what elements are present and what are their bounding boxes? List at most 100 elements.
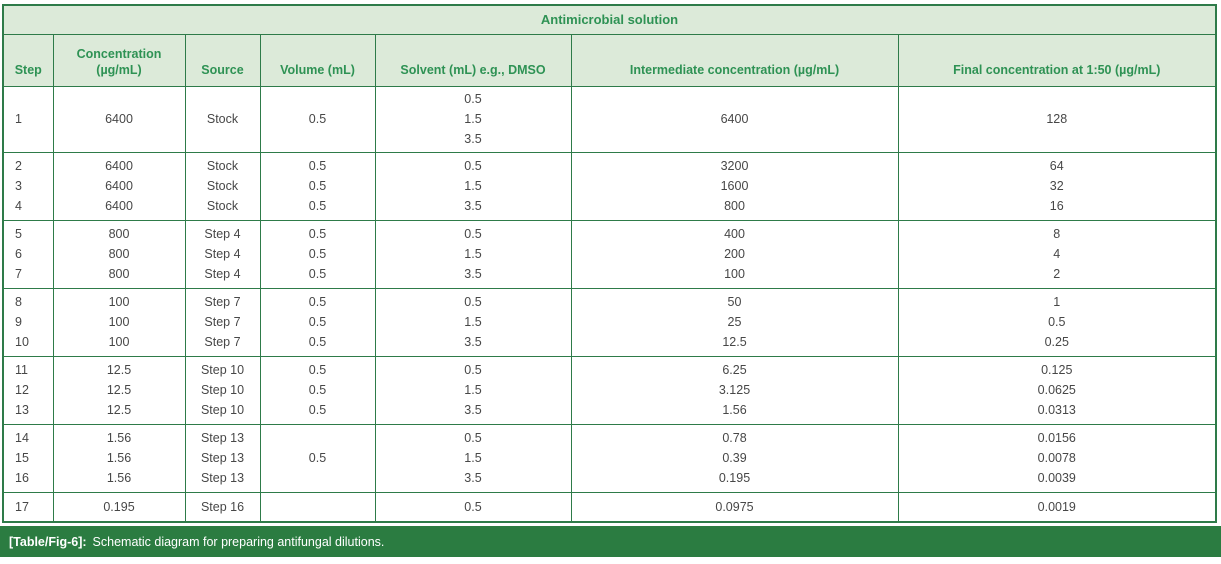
- cell-value: 14: [15, 431, 29, 445]
- cell-value: 1.5: [464, 179, 482, 193]
- figure-caption-label: [Table/Fig-6]:: [9, 534, 87, 549]
- cell-value: 64: [1049, 159, 1064, 173]
- cell-step: 5 6 7: [2, 219, 54, 289]
- column-header-step: Step: [2, 33, 54, 87]
- cell-value: 8: [1053, 227, 1061, 241]
- cell-value: 6400: [105, 199, 133, 213]
- cell-value: 32: [1049, 179, 1064, 193]
- cell-value: 1.5: [464, 451, 482, 465]
- cell-value: 0.0625: [1037, 383, 1076, 397]
- cell-volume: 0.5 0.5 0.5: [259, 219, 376, 289]
- cell-volume: 0.5: [259, 423, 376, 493]
- figure-caption-bar: [Table/Fig-6]: Schematic diagram for pre…: [0, 526, 1221, 557]
- cell-intermediate: 0.0975: [570, 491, 899, 523]
- cell-value: 0.125: [1041, 363, 1073, 377]
- cell-value: 1.5: [464, 315, 482, 329]
- cell-value: 8: [15, 295, 22, 309]
- cell-source: Step 4 Step 4 Step 4: [184, 219, 261, 289]
- cell-value: 800: [108, 247, 130, 261]
- cell-value: 4: [15, 199, 22, 213]
- cell-value: 2: [15, 159, 22, 173]
- cell-value: 0.5: [308, 247, 327, 261]
- cell-value: 0.5: [308, 267, 327, 281]
- cell-value: 0.5: [308, 199, 327, 213]
- cell-volume: 0.5: [259, 85, 376, 153]
- cell-value: 800: [108, 227, 130, 241]
- cell-value: 7: [15, 267, 22, 281]
- cell-value: 0.5: [308, 295, 327, 309]
- table-row-group-7: 17 0.195 Step 16 0.5 0.0975 0.0019: [2, 491, 1217, 523]
- cell-value: 0.25: [1044, 335, 1069, 349]
- cell-value: 13: [15, 403, 29, 417]
- cell-value: 3200: [720, 159, 749, 173]
- cell-solvent: 0.5 1.5 3.5: [374, 151, 572, 221]
- cell-value: 9: [15, 315, 22, 329]
- cell-solvent: 0.5 1.5 3.5: [374, 287, 572, 357]
- cell-source: Stock Stock Stock: [184, 151, 261, 221]
- cell-value: 0.0975: [715, 499, 754, 514]
- cell-intermediate: 50 25 12.5: [570, 287, 899, 357]
- cell-value: 12.5: [106, 383, 132, 397]
- cell-value: Step 4: [204, 227, 241, 241]
- table-row-group-6: 14 15 16 1.56 1.56 1.56 Step 13 Step 13 Step 13 0…: [2, 423, 1217, 493]
- cell-step: 8 9 10: [2, 287, 54, 357]
- cell-value: 3.5: [464, 132, 482, 146]
- cell-value: 6400: [720, 112, 749, 126]
- cell-value: 1.5: [464, 112, 482, 126]
- cell-final: 0.0019: [897, 491, 1217, 523]
- cell-source: Stock: [184, 85, 261, 153]
- cell-value: 16: [15, 471, 29, 485]
- figure-caption-text: Schematic diagram for preparing antifung…: [92, 534, 385, 549]
- cell-value: 50: [727, 295, 742, 309]
- cell-value: 3.125: [718, 383, 751, 397]
- cell-value: Step 4: [204, 247, 241, 261]
- cell-value: Step 13: [200, 431, 245, 445]
- cell-value: 0.5: [308, 335, 327, 349]
- cell-value: 800: [108, 267, 130, 281]
- cell-volume: 0.5 0.5 0.5: [259, 355, 376, 425]
- table-row-group-5: 11 12 13 12.5 12.5 12.5 Step 10 Step 10 Step 10 0…: [2, 355, 1217, 425]
- cell-intermediate: 400 200 100: [570, 219, 899, 289]
- cell-value: 0.195: [718, 471, 751, 485]
- cell-step: 1: [2, 85, 54, 153]
- cell-value: 12.5: [722, 335, 747, 349]
- cell-value: 0.39: [722, 451, 747, 465]
- cell-value: 0.5: [308, 112, 327, 126]
- table-title: Antimicrobial solution: [2, 4, 1217, 35]
- cell-intermediate: 6.25 3.125 1.56: [570, 355, 899, 425]
- cell-value: 200: [724, 247, 745, 261]
- table-title-row: Antimicrobial solution: [2, 4, 1217, 35]
- cell-value: 1.56: [106, 431, 132, 445]
- cell-value: 10: [15, 335, 29, 349]
- cell-value: 1600: [720, 179, 749, 193]
- cell-value: Stock: [206, 179, 239, 193]
- cell-value: 11: [15, 363, 28, 377]
- cell-final: 1 0.5 0.25: [897, 287, 1217, 357]
- cell-value: 0.5: [308, 315, 327, 329]
- cell-value: 12.5: [106, 363, 132, 377]
- cell-concentration: 6400 6400 6400: [52, 151, 186, 221]
- cell-value: Step 16: [200, 499, 245, 514]
- cell-value: 2: [1053, 267, 1061, 281]
- cell-value: 1: [1053, 295, 1061, 309]
- cell-value: 100: [724, 267, 745, 281]
- column-header-final: Final concentration at 1:50 (µg/mL): [897, 33, 1217, 87]
- cell-step: 11 12 13: [2, 355, 54, 425]
- cell-value: Stock: [206, 199, 239, 213]
- cell-value: 25: [727, 315, 742, 329]
- cell-final: 8 4 2: [897, 219, 1217, 289]
- cell-value: 0.5: [308, 363, 327, 377]
- cell-value: 5: [15, 227, 22, 241]
- cell-value: Step 13: [200, 451, 245, 465]
- cell-value: 0.5: [464, 227, 482, 241]
- cell-value: 0.5: [308, 383, 327, 397]
- cell-value: Step 7: [204, 335, 241, 349]
- cell-value: 0.195: [103, 499, 135, 514]
- table-row-group-4: 8 9 10 100 100 100 Step 7 Step 7 Step 7 0.5 0.5 0.5…: [2, 287, 1217, 357]
- cell-value: 100: [108, 315, 130, 329]
- cell-value: 800: [724, 199, 745, 213]
- cell-final: 64 32 16: [897, 151, 1217, 221]
- cell-concentration: 12.5 12.5 12.5: [52, 355, 186, 425]
- cell-value: 6: [15, 247, 22, 261]
